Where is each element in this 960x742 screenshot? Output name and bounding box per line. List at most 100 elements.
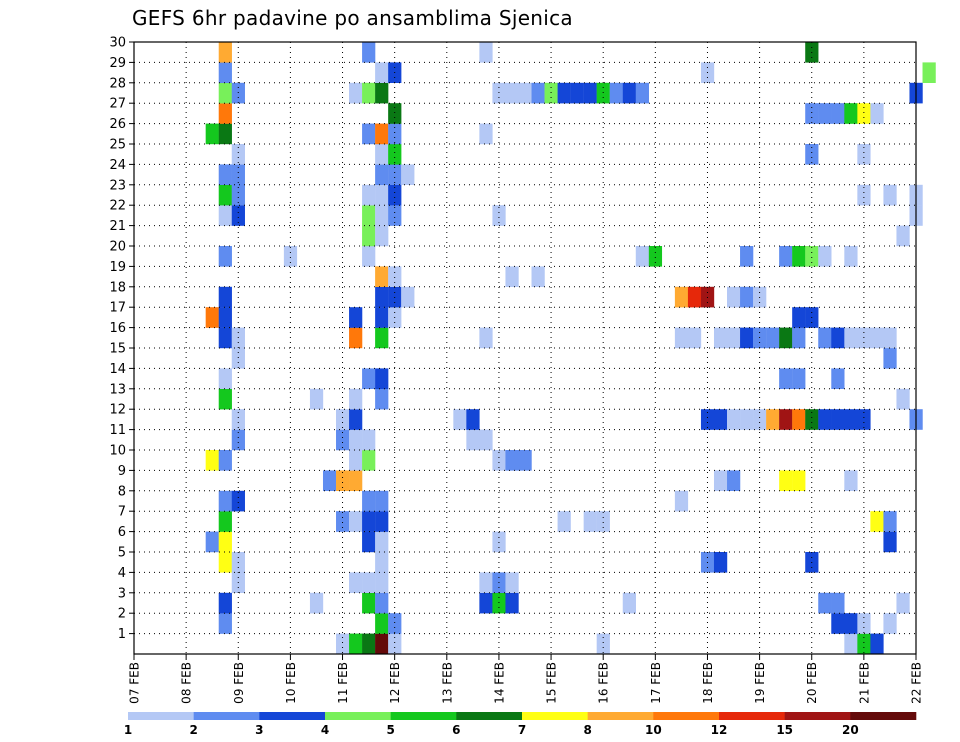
heat-cell xyxy=(375,552,389,573)
heat-cell xyxy=(674,490,689,512)
heat-cell xyxy=(883,327,897,349)
heat-cell xyxy=(466,429,480,451)
colorbar-swatch xyxy=(850,712,917,720)
heatmap-cells xyxy=(205,42,936,655)
heat-cell xyxy=(492,450,506,471)
heat-cell xyxy=(218,184,232,206)
heat-cell xyxy=(479,123,493,145)
heat-cell xyxy=(518,82,532,104)
heat-cell xyxy=(844,409,858,430)
heat-cell xyxy=(362,246,376,267)
x-tick-label: 09 FEB xyxy=(232,662,246,704)
x-tick-label: 20 FEB xyxy=(805,662,819,704)
y-tick-label: 27 xyxy=(109,97,126,112)
colorbar-label: 15 xyxy=(776,723,793,737)
colorbar-label: 20 xyxy=(842,723,859,737)
heat-cell xyxy=(375,205,389,226)
heat-cell xyxy=(388,144,402,165)
heat-cell xyxy=(218,613,232,634)
heat-cell xyxy=(492,82,506,104)
colorbar-swatch xyxy=(587,712,654,720)
heat-cell xyxy=(218,164,232,185)
colorbar-label: 2 xyxy=(189,723,197,737)
heat-cell xyxy=(792,409,806,430)
colorbar-swatch xyxy=(259,712,326,720)
heat-cell xyxy=(349,409,363,430)
heat-cell xyxy=(883,184,897,206)
heat-cell xyxy=(322,470,337,491)
heat-cell xyxy=(218,123,232,145)
heat-cell xyxy=(388,164,402,185)
heat-cell xyxy=(466,409,480,430)
heat-cell xyxy=(362,572,376,593)
heat-cell xyxy=(818,103,832,124)
x-tick-label: 18 FEB xyxy=(701,662,715,704)
x-tick-label: 14 FEB xyxy=(492,662,506,704)
y-tick-label: 7 xyxy=(118,505,126,520)
heat-cell xyxy=(883,531,897,553)
heat-cell xyxy=(792,470,806,491)
heat-cell xyxy=(362,531,376,553)
heat-cell xyxy=(388,633,402,655)
y-tick-label: 28 xyxy=(109,76,126,91)
heat-cell xyxy=(492,592,506,614)
y-tick-label: 8 xyxy=(118,484,126,499)
heat-cell xyxy=(362,450,376,471)
heat-cell xyxy=(336,511,350,532)
heat-cell xyxy=(779,368,793,389)
heat-cell xyxy=(218,490,232,512)
heat-cell xyxy=(583,82,597,104)
heat-cell xyxy=(831,409,845,430)
heat-cell xyxy=(844,103,858,124)
heat-cell xyxy=(713,470,728,491)
heat-cell xyxy=(648,246,663,267)
heat-cell xyxy=(479,429,493,451)
heat-cell xyxy=(336,409,350,430)
y-tick-label: 6 xyxy=(118,525,126,540)
heat-cell xyxy=(218,62,232,83)
heat-cell xyxy=(492,205,506,226)
heat-cell xyxy=(362,490,376,512)
heat-cell xyxy=(805,409,819,430)
heat-cell xyxy=(479,327,493,349)
heat-cell xyxy=(349,572,363,593)
heat-cell xyxy=(505,450,519,471)
heat-cell xyxy=(857,409,871,430)
heat-cell xyxy=(231,144,245,165)
heat-cell xyxy=(831,327,845,349)
y-tick-label: 25 xyxy=(109,138,126,153)
heat-cell xyxy=(635,82,650,104)
heat-cell xyxy=(779,409,793,430)
heat-cell xyxy=(336,429,350,451)
heat-cell xyxy=(218,82,232,104)
heat-cell xyxy=(218,552,232,573)
heat-cell xyxy=(857,144,871,165)
heat-cell xyxy=(362,205,376,226)
heat-cell xyxy=(218,368,232,389)
colorbar-label: 7 xyxy=(518,723,526,737)
y-tick-label: 23 xyxy=(109,178,126,193)
heat-cell xyxy=(818,246,832,267)
heat-cell xyxy=(362,592,376,614)
heat-cell xyxy=(362,184,376,206)
heat-cell xyxy=(231,429,245,451)
heat-cell xyxy=(218,592,232,614)
heat-cell xyxy=(388,613,402,634)
heat-cell xyxy=(870,327,884,349)
heat-cell xyxy=(231,164,245,185)
heat-cell xyxy=(883,511,897,532)
heat-cell xyxy=(622,592,636,614)
heat-cell xyxy=(570,82,584,104)
colorbar-swatch xyxy=(325,712,391,720)
heat-cell xyxy=(531,266,545,287)
heat-cell xyxy=(792,307,806,328)
heat-cell xyxy=(727,470,741,491)
x-tick-label: 08 FEB xyxy=(180,662,194,704)
heat-cell xyxy=(375,368,389,389)
heat-cell xyxy=(687,327,702,349)
heat-cell xyxy=(231,348,245,369)
heat-cell xyxy=(583,511,597,532)
heat-cell xyxy=(635,246,650,267)
colorbar-label: 8 xyxy=(583,723,591,737)
